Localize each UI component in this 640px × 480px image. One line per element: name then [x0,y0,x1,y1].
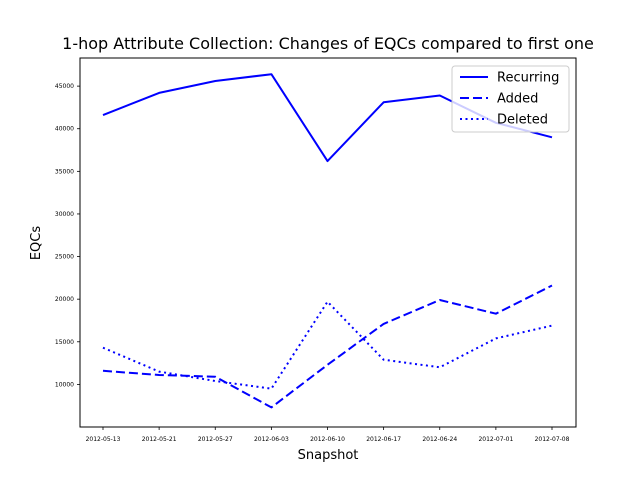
y-tick-label: 30000 [55,211,74,218]
chart-title: 1-hop Attribute Collection: Changes of E… [62,34,594,53]
legend-label: Deleted [497,113,548,128]
y-tick-label: 45000 [55,83,74,90]
x-tick-label: 2012-05-21 [142,436,177,443]
x-tick-label: 2012-06-17 [366,436,401,443]
legend: Recurring Added Deleted [451,65,570,133]
x-tick-label: 2012-06-24 [422,436,457,443]
y-tick-label: 10000 [55,381,74,388]
legend-label: Added [497,92,538,107]
y-tick-label: 20000 [55,296,74,303]
x-tick-label: 2012-06-03 [254,436,289,443]
x-tick-label: 2012-05-13 [86,436,121,443]
x-tick-label: 2012-05-27 [198,436,233,443]
x-axis: 2012-05-13 2012-05-21 2012-05-27 2012-06-03… [86,427,570,443]
y-axis: 10000 15000 20000 25000 30000 35000 40000 45000 [55,83,80,388]
x-tick-label: 2012-07-01 [478,436,513,443]
x-axis-label: Snapshot [298,448,359,463]
y-tick-label: 15000 [55,339,74,346]
legend-box [451,65,570,133]
y-tick-label: 35000 [55,168,74,175]
legend-label: Recurring [497,71,559,86]
y-tick-label: 40000 [55,126,74,133]
series-line-deleted [102,300,553,390]
y-tick-label: 25000 [55,254,74,261]
y-axis-label: EQCs [29,226,44,261]
x-tick-label: 2012-06-10 [310,436,345,443]
x-tick-label: 2012-07-08 [535,436,570,443]
